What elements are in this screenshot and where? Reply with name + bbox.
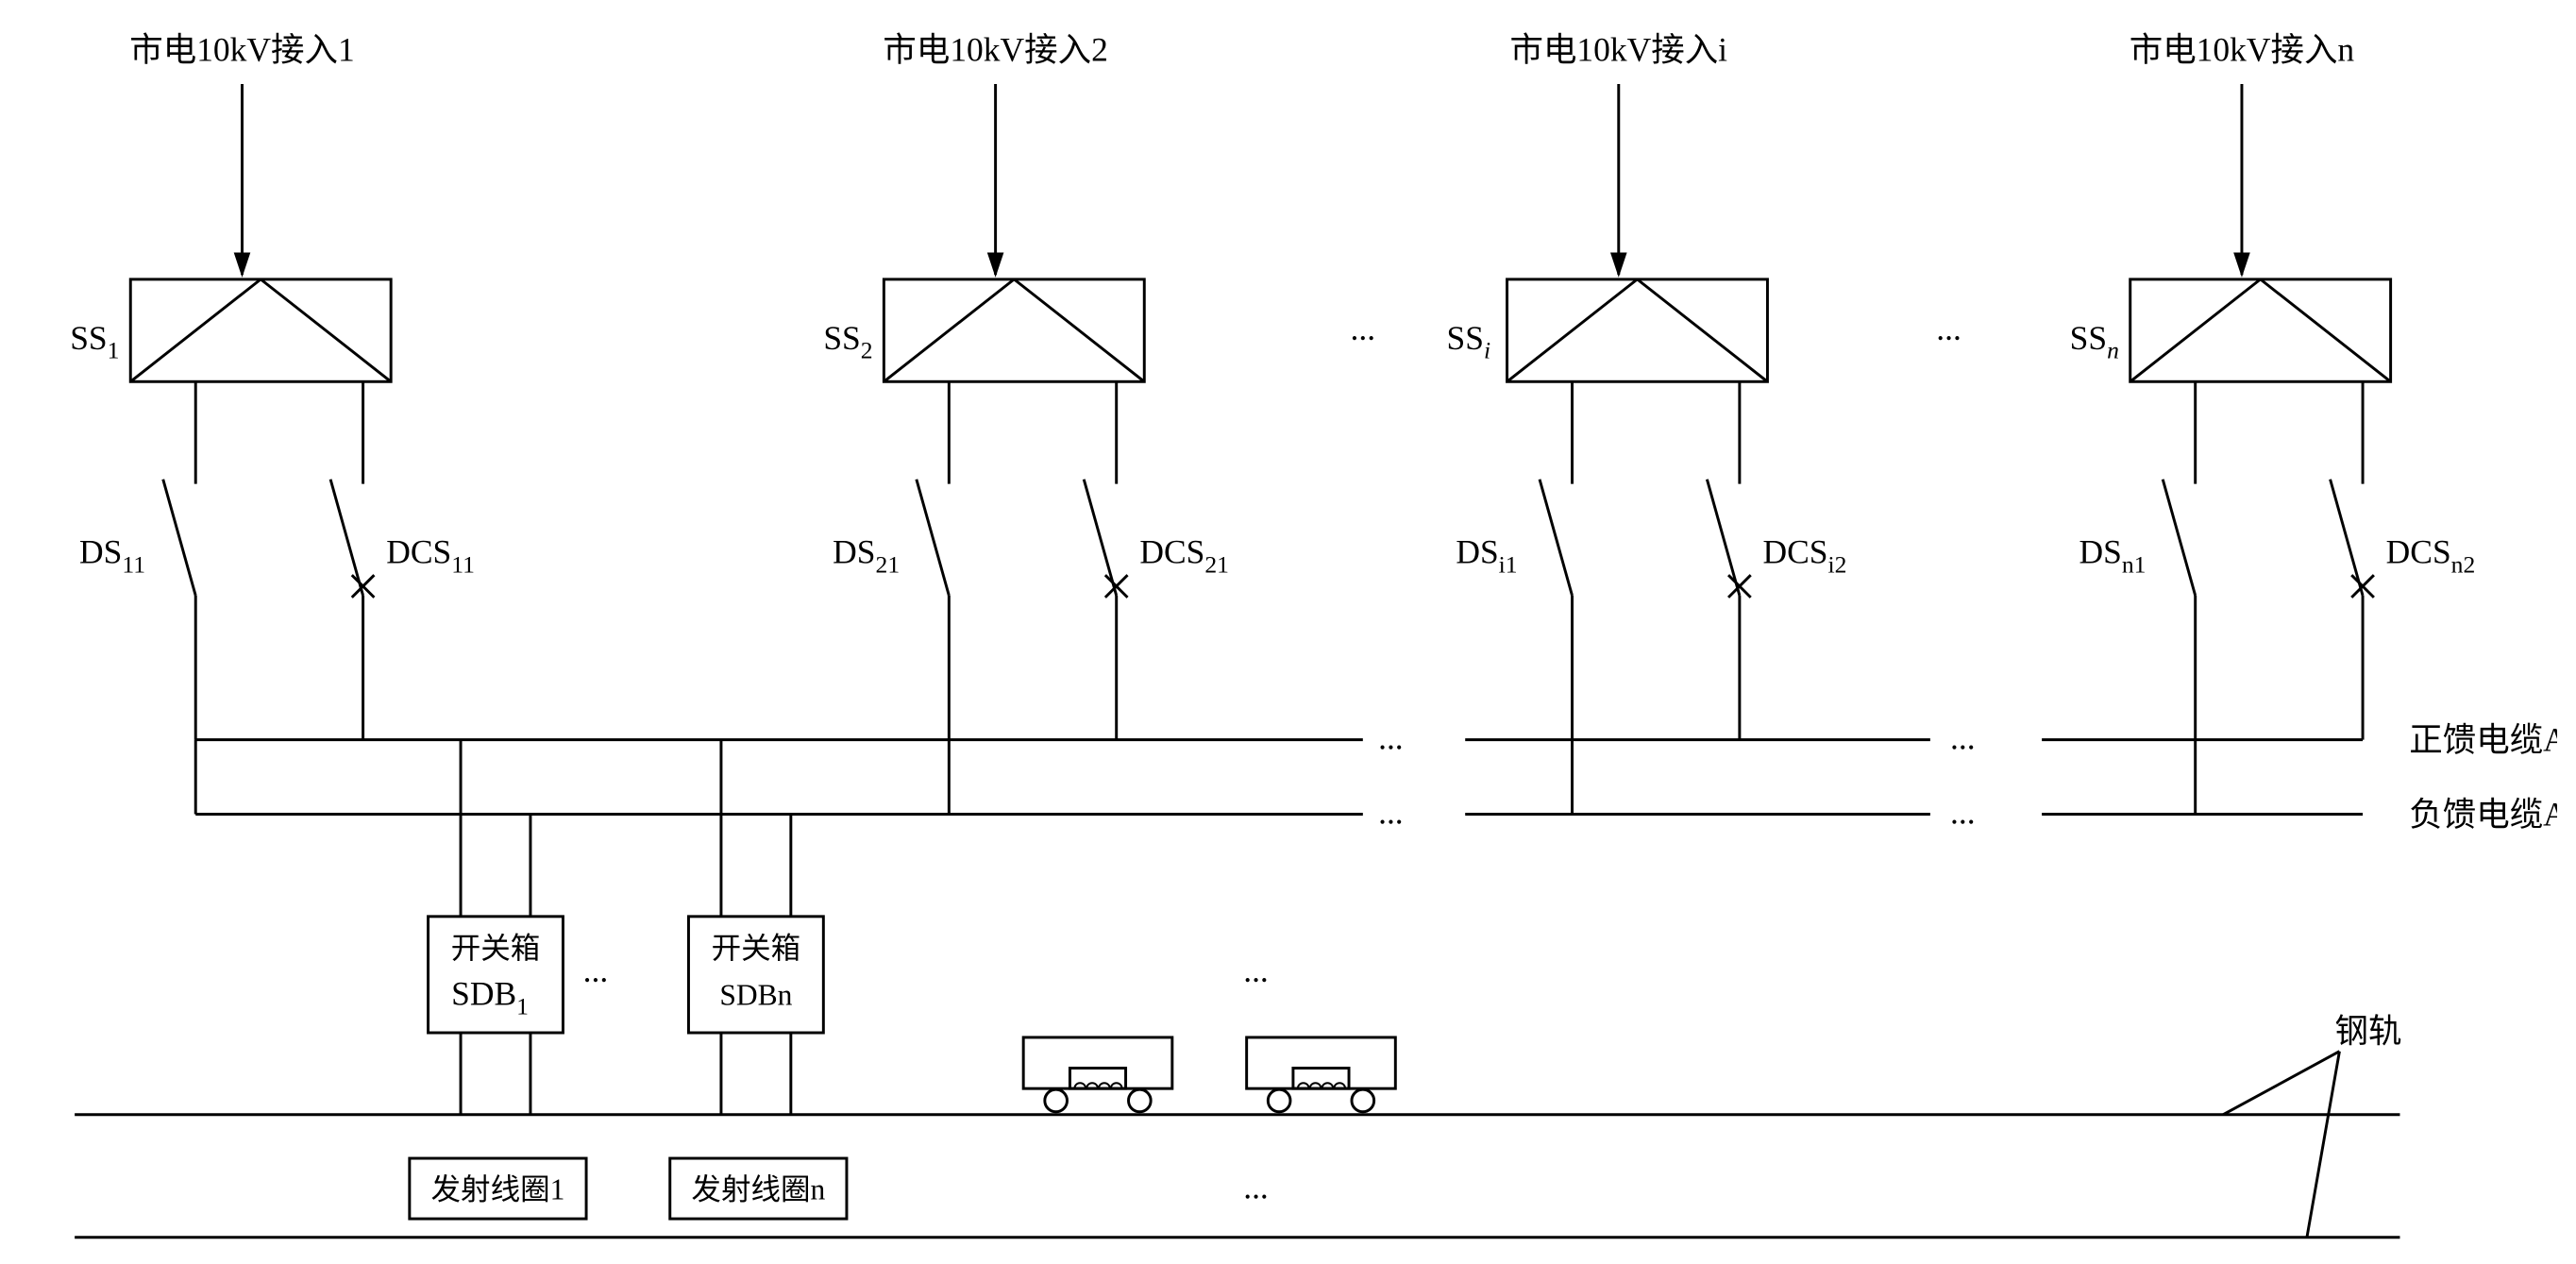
svg-text:DCS11: DCS11 (386, 532, 475, 578)
svg-text:DSn1: DSn1 (2079, 532, 2147, 578)
svg-text:发射线圈n: 发射线圈n (691, 1172, 825, 1205)
power-diagram: 市电10kV接入1 市电10kV接入2 市电10kV接入i 市电10kV接入n SS1 S… (19, 19, 2557, 1245)
switch-DSi1 (1540, 381, 1572, 739)
svg-text:开关箱: 开关箱 (451, 932, 541, 965)
sdb-2 (688, 740, 823, 1115)
switch-DS11 (163, 381, 195, 739)
svg-text:SDB1: SDB1 (451, 974, 529, 1020)
substation-2 (884, 279, 1144, 381)
svg-text:DCS21: DCS21 (1139, 532, 1229, 578)
svg-text:SSi: SSi (1446, 319, 1490, 364)
svg-text:...: ... (1243, 952, 1269, 989)
svg-text:...: ... (1243, 1168, 1269, 1205)
svg-text:SS1: SS1 (70, 319, 119, 364)
svg-text:开关箱: 开关箱 (712, 932, 801, 965)
switch-DCS11 (330, 381, 374, 739)
sdb-1 (429, 740, 564, 1115)
svg-text:...: ... (1950, 718, 1976, 756)
feeder-pos-label: 正馈电缆A1 (2409, 720, 2557, 758)
svg-text:...: ... (1950, 793, 1976, 831)
input-label-2: 市电10kV接入2 (883, 30, 1107, 68)
svg-text:...: ... (583, 952, 609, 989)
svg-text:DS21: DS21 (833, 532, 900, 578)
tram-1 (1023, 1037, 1172, 1112)
svg-text:...: ... (1351, 310, 1376, 347)
svg-text:DCSn2: DCSn2 (2386, 532, 2476, 578)
svg-text:SS2: SS2 (823, 319, 872, 364)
switch-DSn1 (2163, 381, 2195, 739)
switch-DCSn2 (2331, 381, 2374, 739)
input-label-1: 市电10kV接入1 (129, 30, 354, 68)
substation-4 (2130, 279, 2391, 381)
svg-text:DCSi2: DCSi2 (1763, 532, 1847, 578)
feeder-neg-label: 负馈电缆A2 (2409, 795, 2557, 833)
svg-text:发射线圈1: 发射线圈1 (431, 1172, 565, 1205)
svg-text:DSi1: DSi1 (1456, 532, 1517, 578)
substation-3 (1507, 279, 1768, 381)
input-label-4: 市电10kV接入n (2130, 30, 2355, 68)
switch-DCS21 (1084, 381, 1127, 739)
switch-DCSi2 (1707, 381, 1750, 739)
svg-text:SDBn: SDBn (719, 978, 792, 1011)
svg-text:DS11: DS11 (79, 532, 145, 578)
substation-1 (130, 279, 391, 381)
svg-text:SSn: SSn (2070, 319, 2119, 364)
tram-2 (1247, 1037, 1396, 1112)
svg-text:...: ... (1378, 793, 1404, 831)
switch-DS21 (917, 381, 949, 739)
svg-text:...: ... (1936, 310, 1961, 347)
input-label-3: 市电10kV接入i (1510, 30, 1728, 68)
rail-label: 钢轨 (2334, 1012, 2401, 1050)
svg-text:...: ... (1378, 718, 1404, 756)
